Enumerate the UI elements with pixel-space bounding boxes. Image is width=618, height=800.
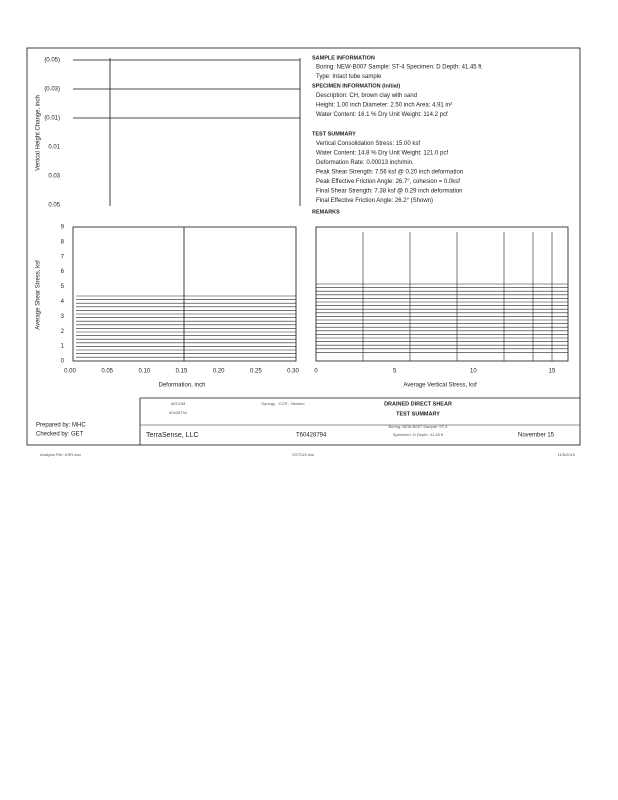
job-number: T60428794 — [296, 433, 327, 439]
info-line: Height: 1.00 inch Diameter: 2.50 inch Ar… — [316, 103, 452, 109]
page-border — [26, 47, 581, 446]
info-line: Final Effective Friction Angle: 26.2° (S… — [316, 198, 433, 204]
client-project: 60428794 — [169, 410, 188, 415]
y-tick-label: 5 — [61, 284, 65, 290]
y-tick-label: 3 — [61, 314, 65, 320]
y-tick-label: 6 — [61, 269, 65, 275]
x-tick-label: 10 — [470, 369, 477, 375]
section-heading: TEST SUMMARY — [312, 131, 356, 137]
section-heading: SAMPLE INFORMATION — [312, 55, 375, 61]
info-line: Peak Shear Strength: 7.56 ksf @ 0.20 inc… — [316, 170, 463, 176]
checked-by: Checked by: GET — [36, 432, 84, 438]
info-line: Vertical Consolidation Stress: 15.00 ksf — [316, 141, 420, 147]
x-axis-label: Average Vertical Stress, ksf — [403, 383, 477, 389]
x-tick-label: 0.15 — [176, 369, 188, 375]
y-tick-label: (0.03) — [44, 87, 60, 93]
info-line: Boring: NEW-B007 Sample: ST-4 Specimen: … — [316, 65, 482, 71]
boring-line: Boring: NEW-B007 Sample: ST-4 — [388, 424, 448, 429]
y-tick-label: 0.01 — [48, 145, 60, 151]
footer-right: 11/6/2015 — [558, 452, 576, 457]
report-title: DRAINED DIRECT SHEAR — [384, 401, 452, 407]
x-tick-label: 15 — [549, 369, 556, 375]
plot-frame — [315, 226, 569, 362]
y-tick-label: 2 — [61, 329, 65, 335]
section-heading: SPECIMEN INFORMATION (Initial) — [312, 83, 400, 89]
info-line: Final Shear Strength: 7.38 ksf @ 0.29 in… — [316, 189, 463, 195]
y-tick-label: 9 — [61, 225, 65, 231]
x-tick-label: 5 — [393, 369, 397, 375]
plot-frame — [72, 226, 297, 362]
specimen-line: Specimen: D Depth: 41.45 ft — [393, 432, 444, 437]
x-tick-label: 0.05 — [101, 369, 113, 375]
project: Dynegy - CCR - Newton — [262, 401, 305, 406]
y-tick-label: 0.03 — [48, 174, 60, 180]
footer-center: DST022.dat — [292, 452, 314, 457]
x-axis-label: Deformation, inch — [158, 383, 205, 389]
y-axis-label: Vertical Height Change, inch — [36, 95, 42, 171]
y-axis-label: Average Shear Stress, ksf — [36, 260, 42, 330]
footer-left: Analysis File: DSR.xlsx — [40, 452, 81, 457]
info-line: Type: Intact tube sample — [316, 74, 382, 80]
report-subtitle: TEST SUMMARY — [396, 411, 440, 417]
y-tick-label: (0.05) — [44, 58, 60, 64]
x-tick-label: 0.00 — [64, 369, 76, 375]
info-line: Description: CH, brown clay with sand — [316, 93, 417, 99]
y-tick-label: 4 — [61, 299, 65, 305]
y-tick-label: 0.05 — [48, 203, 60, 209]
date: November 15 — [518, 433, 555, 439]
client: AECOM — [171, 401, 186, 406]
x-tick-label: 0.30 — [287, 369, 299, 375]
y-tick-label: 1 — [61, 344, 65, 350]
y-tick-label: 7 — [61, 254, 65, 260]
x-tick-label: 0 — [314, 369, 318, 375]
company: TerraSense, LLC — [146, 432, 199, 439]
x-tick-label: 0.20 — [213, 369, 225, 375]
info-line: Peak Effective Friction Angle: 26.7°, co… — [316, 179, 460, 185]
info-line: Deformation Rate: 0.00013 inch/min. — [316, 160, 414, 166]
y-tick-label: 8 — [61, 239, 65, 245]
section-heading: REMARKS — [312, 209, 340, 215]
x-tick-label: 0.10 — [138, 369, 150, 375]
info-line: Water Content: 16.1 % Dry Unit Weight: 1… — [316, 112, 448, 118]
x-tick-label: 0.25 — [250, 369, 262, 375]
y-tick-label: (0.01) — [44, 116, 60, 122]
y-tick-label: 0 — [61, 359, 65, 365]
info-line: Water Content: 14.8 % Dry Unit Weight: 1… — [316, 151, 448, 157]
prepared-by: Prepared by: MHC — [36, 423, 86, 429]
